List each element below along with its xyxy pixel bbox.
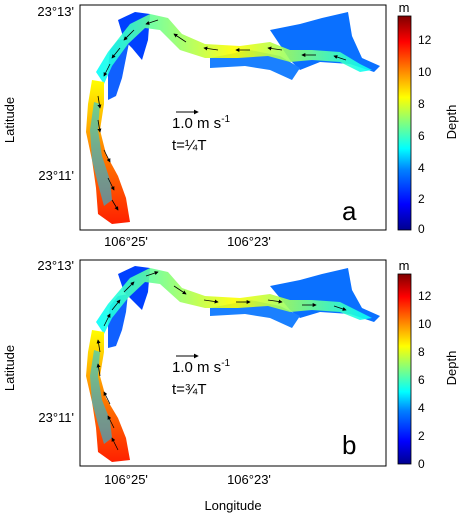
scale-label-a: 1.0 m s-1	[172, 114, 231, 132]
river-map-a	[86, 12, 380, 224]
x-tick-a-0: 106°25'	[104, 234, 148, 249]
colorbar-tick: 10	[418, 65, 432, 79]
colorbar-gradient-b	[397, 273, 412, 465]
colorbar-tick: 8	[418, 97, 425, 111]
panel-b: 1.0 m s-1 t=¾T b 23°13' 23°11' 106°25' 1…	[2, 258, 459, 487]
colorbar-label-a: Depth	[444, 105, 459, 140]
panel-a: 1.0 m s-1 t=¼T a 23°13' 23°11' 106°25' 1…	[2, 0, 459, 249]
colorbar-tick: 6	[418, 373, 425, 387]
colorbar-tick: 0	[418, 457, 425, 471]
colorbar-tick: 4	[418, 401, 425, 415]
colorbar-ticks-a: 0 2 4 6 8 10 12	[418, 33, 432, 236]
colorbar-a: m Depth 0 2 4 6 8 10 12	[397, 0, 459, 236]
colorbar-unit-a: m	[399, 0, 410, 15]
x-tick-a-1: 106°23'	[227, 234, 271, 249]
y-tick-a-0: 23°13'	[37, 4, 74, 19]
colorbar-tick: 6	[418, 129, 425, 143]
colorbar-tick: 10	[418, 317, 432, 331]
scale-label-b: 1.0 m s-1	[172, 358, 231, 376]
panel-label-b: b	[342, 430, 356, 460]
x-tick-b-1: 106°23'	[227, 472, 271, 487]
xlabel: Longitude	[204, 498, 261, 513]
y-tick-a-1: 23°11'	[38, 168, 74, 183]
time-label-b: t=¾T	[172, 381, 207, 398]
colorbar-tick: 2	[418, 429, 425, 443]
river-map-b	[86, 266, 380, 462]
y-tick-b-1: 23°11'	[38, 410, 74, 425]
colorbar-tick: 12	[418, 33, 432, 47]
colorbar-gradient-a	[397, 15, 412, 231]
y-tick-b-0: 23°13'	[37, 258, 74, 273]
colorbar-tick: 8	[418, 345, 425, 359]
colorbar-unit-b: m	[399, 258, 410, 273]
colorbar-label-b: Depth	[444, 351, 459, 386]
ylabel-b: Latitude	[2, 345, 17, 391]
velocity-vectors-a	[97, 19, 347, 211]
panel-label-a: a	[342, 196, 357, 226]
colorbar-tick: 2	[418, 192, 425, 206]
time-label-a: t=¼T	[172, 137, 207, 154]
x-tick-b-0: 106°25'	[104, 472, 148, 487]
colorbar-ticks-b: 0 2 4 6 8 10 12	[418, 289, 432, 471]
velocity-vectors-b	[96, 271, 347, 451]
colorbar-b: m Depth 0 2 4 6 8 10 12	[397, 258, 459, 471]
colorbar-tick: 12	[418, 289, 432, 303]
ylabel-a: Latitude	[2, 97, 17, 143]
colorbar-tick: 4	[418, 161, 425, 175]
colorbar-tick: 0	[418, 222, 425, 236]
